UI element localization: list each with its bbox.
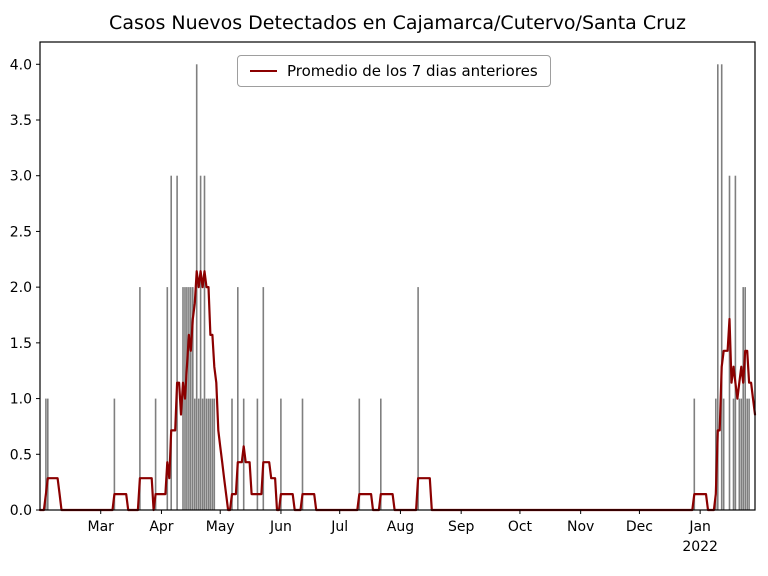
daily-cases-bar [231,398,233,510]
x-tick-label: Sep [448,519,475,535]
y-tick-label: 2.5 [10,224,32,240]
x-tick-year-label: 2022 [682,539,718,555]
daily-cases-bar [190,287,192,510]
x-tick-label: Jun [269,519,292,535]
y-tick-label: 3.0 [10,169,32,185]
daily-cases-bar [139,287,141,510]
x-tick-label: Oct [508,519,533,535]
x-tick-label: Jul [330,519,348,535]
daily-cases-bar [720,64,723,511]
daily-cases-bar [45,398,47,510]
daily-cases-bar [748,398,750,510]
daily-cases-bar [358,398,361,510]
daily-cases-bar [201,398,204,510]
daily-cases-bar [113,398,116,510]
y-tick-label: 3.5 [10,113,32,129]
daily-cases-bar [417,287,419,510]
x-tick-label: Apr [149,519,173,535]
daily-cases-bar [203,175,206,510]
daily-cases-bar [47,398,49,510]
y-tick-label: 0.0 [10,503,32,519]
x-tick-label: Aug [387,519,414,535]
daily-cases-bar [213,398,216,510]
daily-cases-bar [205,398,208,510]
daily-cases-bar [380,398,382,510]
legend-line-swatch [250,70,277,72]
rolling-average-line [38,270,757,512]
daily-cases-bar [740,398,743,510]
daily-cases-bar [199,175,202,510]
legend: Promedio de los 7 dias anteriores [237,55,551,87]
daily-cases-bar [194,398,196,510]
daily-cases-bar [732,398,735,510]
daily-cases-bar [744,287,746,510]
daily-cases-bar [186,287,188,510]
daily-cases-bar [715,398,717,510]
y-tick-label: 1.5 [10,336,32,352]
daily-cases-bar [197,398,200,510]
daily-cases-bar [262,287,265,510]
daily-cases-bar [734,175,737,510]
daily-cases-bar [237,287,239,510]
daily-cases-bar [166,287,169,510]
legend-label: Promedio de los 7 dias anteriores [287,62,538,80]
daily-cases-bar [209,398,212,510]
x-tick-label: Jan [688,519,711,535]
daily-cases-bar [192,287,194,510]
daily-cases-bar [154,398,157,510]
chart-title: Casos Nuevos Detectados en Cajamarca/Cut… [109,12,686,34]
daily-cases-bar [176,175,178,510]
daily-cases-bar [693,398,696,510]
daily-cases-bar [742,287,744,510]
x-tick-label: Mar [88,519,115,535]
y-tick-label: 2.0 [10,280,32,296]
y-tick-label: 0.5 [10,447,32,463]
daily-cases-bar [188,287,190,510]
daily-cases-bar [280,398,282,510]
daily-cases-bar [746,398,748,510]
x-tick-label: Nov [567,519,594,535]
daily-cases-bar [717,64,719,511]
x-tick-label: May [206,519,235,535]
daily-cases-bar [211,398,214,510]
daily-cases-bar [301,398,304,510]
x-tick-label: Dec [626,519,653,535]
y-tick-label: 4.0 [10,57,32,73]
daily-cases-bar [170,175,172,510]
daily-cases-bar [207,398,210,510]
daily-cases-bar [256,398,259,510]
y-tick-label: 1.0 [10,392,32,408]
plot-frame [39,41,756,511]
daily-cases-bar [738,398,741,510]
daily-cases-bar [722,398,725,510]
